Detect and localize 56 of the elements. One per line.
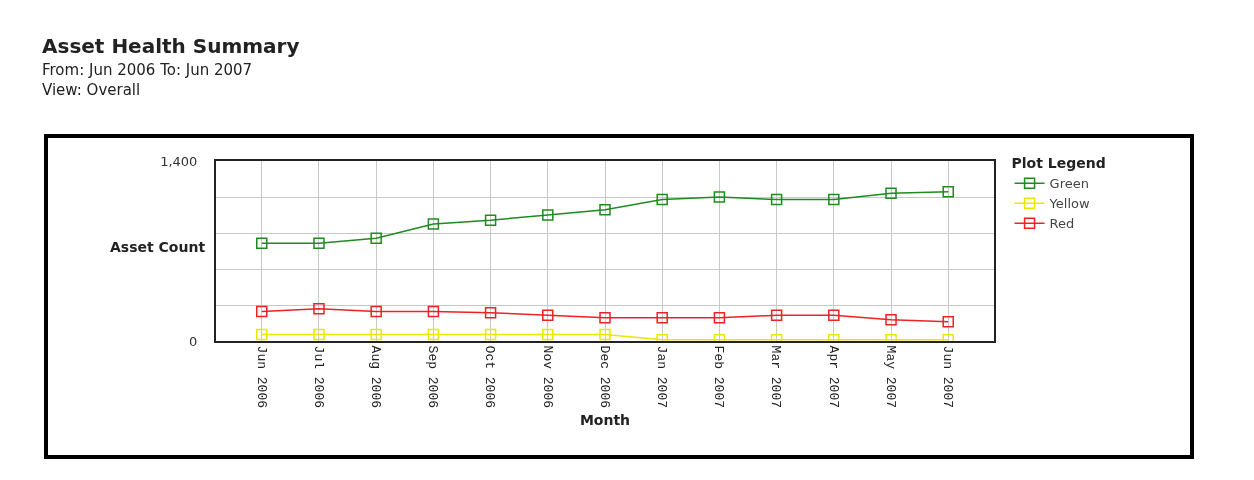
- x-tick-label: Oct 2006: [482, 345, 498, 409]
- point: [828, 193, 840, 206]
- point: [942, 315, 954, 328]
- point: [427, 218, 440, 230]
- x-tick-label: Jun 2007: [940, 345, 956, 409]
- point: [370, 232, 382, 244]
- x-tick-label: Apr 2007: [825, 345, 841, 409]
- point: [885, 187, 897, 199]
- point: [370, 328, 382, 341]
- point: [942, 186, 954, 198]
- x-axis-title: Month: [579, 411, 631, 428]
- legend-label: Yellow: [1048, 196, 1090, 212]
- point: [828, 309, 840, 322]
- point: [370, 305, 382, 318]
- point: [542, 209, 554, 221]
- y-axis-title: Asset Count: [110, 239, 206, 255]
- point: [599, 204, 611, 216]
- x-tick-label: Mar 2007: [768, 345, 784, 409]
- x-tick-label: Sep 2006: [425, 345, 441, 409]
- point: [313, 303, 325, 315]
- point: [256, 237, 268, 250]
- x-tick-label: Jun 2006: [253, 345, 269, 409]
- point: [542, 309, 554, 322]
- point: [427, 328, 440, 341]
- x-tick-label: May 2007: [882, 345, 898, 409]
- point: [313, 328, 325, 341]
- point: [427, 305, 440, 318]
- y-tick-label: 0: [189, 333, 198, 349]
- point: [656, 193, 668, 206]
- legend-label: Green: [1049, 176, 1089, 192]
- point: [770, 193, 783, 206]
- legend-title: Plot Legend: [1011, 155, 1106, 172]
- x-tick-label: Dec 2006: [596, 345, 612, 409]
- chart-subtitle: From: Jun 2006 To: Jun 2007 View: Overall: [42, 60, 253, 100]
- point: [770, 309, 783, 322]
- point: [599, 328, 611, 341]
- point: [885, 314, 897, 326]
- x-tick-label: Jan 2007: [653, 345, 669, 409]
- x-tick-label: Feb 2007: [711, 345, 727, 409]
- point: [484, 328, 497, 341]
- point: [484, 214, 497, 226]
- point: [713, 191, 726, 203]
- point: [313, 237, 325, 250]
- point: [256, 305, 268, 318]
- point: [484, 306, 497, 319]
- x-tick-label: Aug 2006: [367, 345, 383, 409]
- point: [713, 312, 726, 324]
- point: [599, 312, 611, 324]
- point: [656, 312, 668, 324]
- x-tick-label: Nov 2006: [539, 345, 555, 409]
- y-tick-label: 1,400: [160, 153, 198, 169]
- chart-title: Asset Health Summary: [42, 34, 300, 58]
- point: [256, 328, 268, 341]
- legend-label: Red: [1049, 216, 1075, 232]
- x-tick-label: Jul 2006: [310, 345, 326, 409]
- point: [542, 328, 554, 341]
